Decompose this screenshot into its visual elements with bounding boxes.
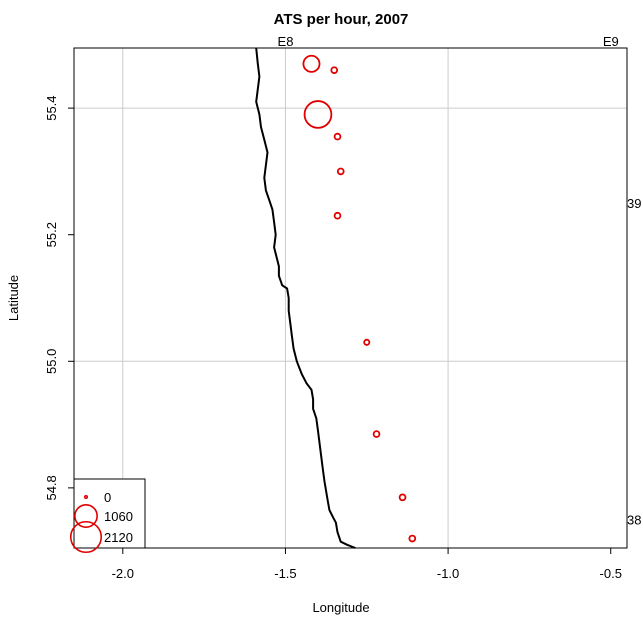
x-axis: -2.0 -1.5 -1.0 -0.5 (112, 547, 622, 581)
legend-box (73, 478, 146, 549)
x-tick-label: -0.5 (600, 566, 622, 581)
y-tick-label: 55.0 (44, 349, 59, 374)
right-label: 39 (627, 196, 641, 211)
data-point (408, 534, 417, 543)
legend-label: 1060 (104, 509, 133, 524)
x-tick-label: -1.0 (437, 566, 459, 581)
right-label: 38 (627, 513, 641, 528)
data-point (363, 338, 371, 346)
data-point (333, 132, 342, 141)
legend-label: 0 (104, 490, 111, 505)
y-tick-label: 55.4 (44, 95, 59, 120)
legend: 0 1060 2120 (69, 478, 146, 554)
legend-symbol (69, 520, 103, 554)
top-label: E8 (278, 34, 294, 49)
legend-symbol (74, 504, 98, 528)
chart-title: ATS per hour, 2007 (274, 11, 409, 28)
y-tick-label: 54.8 (44, 475, 59, 500)
legend-symbol (83, 494, 89, 500)
x-tick-label: -1.5 (274, 566, 296, 581)
data-point (336, 167, 345, 176)
plot-frame (73, 47, 628, 549)
data-point (302, 54, 321, 73)
right-labels: 39 38 (627, 196, 641, 527)
top-labels: E8 E9 (278, 34, 619, 49)
x-tick-label: -2.0 (112, 566, 134, 581)
legend-label: 2120 (104, 530, 133, 545)
y-axis: 54.8 55.0 55.2 55.4 (44, 95, 75, 501)
y-tick-label: 55.2 (44, 222, 59, 247)
data-points (302, 54, 417, 543)
data-point (333, 211, 342, 220)
x-axis-label: Longitude (312, 600, 369, 615)
top-label: E9 (603, 34, 619, 49)
coastline-path (255, 47, 356, 549)
gridlines (74, 48, 627, 548)
data-point (398, 493, 407, 502)
data-point (372, 430, 381, 438)
y-axis-label: Latitude (6, 275, 21, 321)
data-point (303, 100, 333, 129)
coastline (255, 47, 356, 549)
data-point (330, 66, 339, 74)
